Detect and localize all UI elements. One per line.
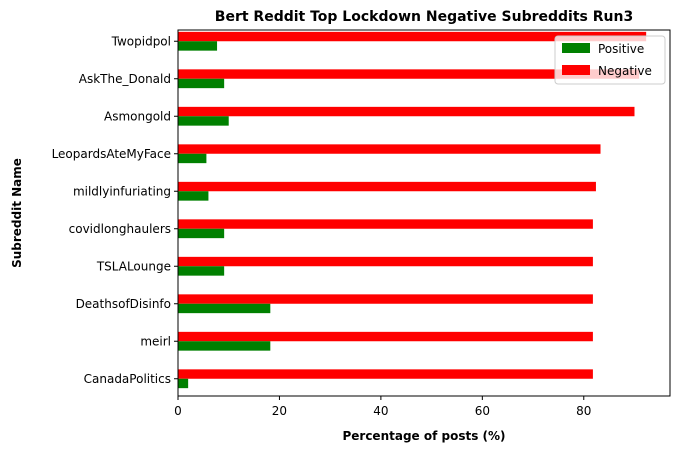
bar-positive-deathsofdisinfo xyxy=(178,303,271,314)
y-tick-label: meirl xyxy=(140,334,171,348)
bar-negative-askthe-donald xyxy=(178,69,640,79)
bar-negative-covidlonghaulers xyxy=(178,219,593,229)
bar-positive-leopardsatemyface xyxy=(178,153,207,164)
bar-positive-twopidpol xyxy=(178,41,218,51)
y-tick-label: DeathsofDisinfo xyxy=(76,297,171,311)
bar-positive-covidlonghaulers xyxy=(178,228,225,239)
legend: Positive Negative xyxy=(554,35,666,85)
bar-positive-mildlyinfuriating xyxy=(178,191,209,201)
y-axis-label: Subreddit Name xyxy=(10,158,24,268)
bar-negative-twopidpol xyxy=(178,31,647,42)
x-tick-label: 20 xyxy=(272,404,287,418)
plot-frame xyxy=(177,29,671,397)
bar-negative-asmongold xyxy=(178,106,635,117)
legend-swatch-positive xyxy=(562,43,590,53)
y-axis-ticks: Twopidpol AskThe_Donald Asmongold LeopardsA… xyxy=(52,34,178,386)
bar-negative-mildlyinfuriating xyxy=(178,181,596,192)
chart-title: Bert Reddit Top Lockdown Negative Subred… xyxy=(215,9,633,25)
y-tick-label: covidlonghaulers xyxy=(69,222,171,236)
bar-positive-canadapolitics xyxy=(178,378,189,389)
x-axis-ticks: 0 20 40 60 80 xyxy=(174,396,591,418)
legend-label-positive: Positive xyxy=(598,42,644,56)
bar-negative-leopardsatemyface xyxy=(178,144,601,154)
bar-negative-canadapolitics xyxy=(178,369,593,379)
legend-swatch-negative xyxy=(562,65,590,75)
bar-positive-askthe-donald xyxy=(178,78,225,89)
legend-label-negative: Negative xyxy=(598,64,652,78)
y-tick-label: LeopardsAteMyFace xyxy=(52,147,171,161)
y-tick-label: Twopidpol xyxy=(111,34,171,48)
y-tick-label: CanadaPolitics xyxy=(84,372,171,386)
x-tick-label: 0 xyxy=(174,404,182,418)
y-tick-label: AskThe_Donald xyxy=(79,72,171,86)
bar-positive-tslalounge xyxy=(178,266,225,276)
x-axis-label: Percentage of posts (%) xyxy=(342,429,505,443)
x-tick-label: 40 xyxy=(373,404,388,418)
x-tick-label: 60 xyxy=(475,404,490,418)
bar-negative-tslalounge xyxy=(178,256,593,267)
y-tick-label: Asmongold xyxy=(104,109,171,123)
y-tick-label: TSLALounge xyxy=(96,259,171,273)
bar-negative-meirl xyxy=(178,331,593,342)
bars-group xyxy=(178,31,647,389)
x-tick-label: 80 xyxy=(576,404,591,418)
y-tick-label: mildlyinfuriating xyxy=(73,184,171,198)
bar-negative-deathsofdisinfo xyxy=(178,294,593,304)
bar-positive-asmongold xyxy=(178,116,229,126)
bar-positive-meirl xyxy=(178,341,271,351)
